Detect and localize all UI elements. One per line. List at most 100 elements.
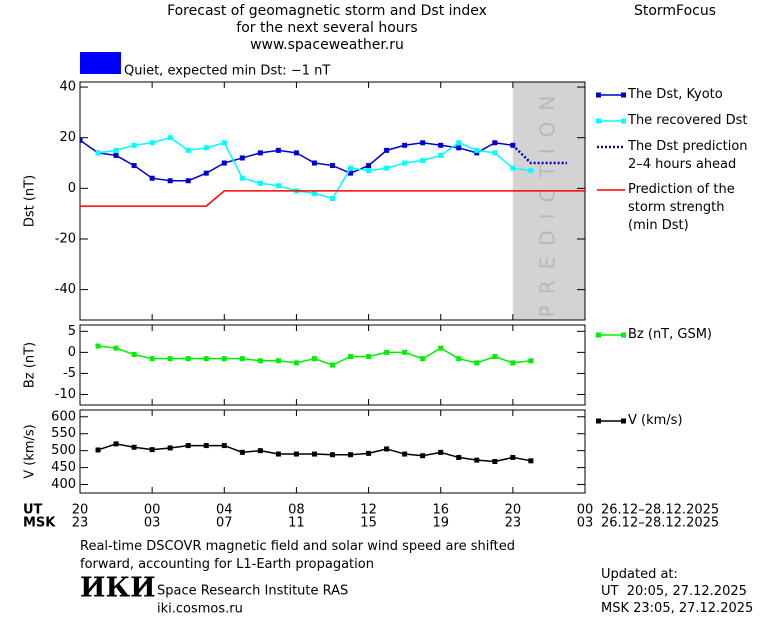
msk-label: MSK	[23, 516, 56, 531]
prediction-label: PREDICTION	[535, 85, 559, 318]
data-point	[293, 360, 299, 366]
data-point	[456, 145, 462, 151]
data-point	[149, 140, 155, 146]
data-point	[185, 356, 191, 362]
series-line	[80, 139, 513, 182]
data-point	[239, 449, 245, 455]
data-point	[167, 135, 173, 141]
data-point	[293, 150, 299, 156]
date-range: 26.12–28.12.2025	[601, 516, 719, 531]
data-point	[438, 345, 444, 351]
data-point	[384, 446, 390, 452]
legend-marker	[596, 118, 601, 124]
x-tick-label-ut: 00	[144, 503, 161, 518]
data-point	[348, 354, 354, 360]
data-point	[311, 356, 317, 362]
data-point	[131, 163, 137, 169]
data-point	[456, 454, 462, 460]
data-point	[221, 160, 227, 166]
data-point	[330, 452, 335, 458]
updated-ut: UT 20:05, 27.12.2025	[601, 584, 747, 599]
title-line: www.spaceweather.ru	[250, 37, 404, 53]
y-tick-label: 500	[51, 443, 76, 458]
y-tick-label: -10	[55, 387, 76, 402]
data-point	[275, 451, 281, 457]
data-point	[221, 443, 227, 449]
data-point	[95, 343, 101, 349]
series-group	[80, 135, 585, 207]
data-point	[113, 152, 119, 158]
prediction-zone	[512, 82, 585, 320]
data-point	[384, 165, 390, 171]
ut-label: UT	[23, 503, 43, 518]
data-point	[185, 178, 191, 184]
data-point	[167, 178, 173, 184]
x-tick-label-ut: 04	[216, 503, 233, 518]
y-tick-label: 5	[68, 324, 76, 339]
x-tick-label-msk: 23	[505, 516, 522, 531]
data-point	[311, 190, 317, 196]
data-point	[384, 147, 390, 153]
y-tick-label: 0	[68, 345, 76, 360]
updated-label: Updated at:	[601, 567, 678, 582]
data-point	[113, 441, 119, 447]
data-point	[492, 140, 498, 146]
data-point	[293, 451, 299, 457]
y-tick-label: -20	[55, 231, 76, 246]
y-tick-label: 400	[51, 477, 76, 492]
data-point	[420, 356, 426, 362]
data-point	[203, 145, 209, 151]
series-line	[97, 136, 531, 200]
legend-marker	[621, 332, 626, 338]
data-point	[330, 163, 335, 169]
legend-label: V (km/s)	[628, 413, 683, 428]
series-group	[95, 343, 534, 368]
y-axis-label: Dst (nT)	[23, 175, 38, 227]
data-point	[257, 150, 263, 156]
data-point	[185, 147, 191, 153]
x-tick-label-ut: 08	[288, 503, 305, 518]
data-point	[239, 155, 245, 161]
legend-label: The Dst, Kyoto	[628, 87, 723, 102]
data-point	[113, 147, 119, 153]
data-point	[492, 150, 498, 156]
data-point	[348, 170, 354, 176]
data-point	[167, 445, 173, 451]
data-point	[149, 175, 155, 181]
data-point	[203, 443, 209, 449]
data-point	[275, 183, 281, 189]
x-tick-label-ut: 20	[505, 503, 522, 518]
footnote: Real-time DSCOVR magnetic field and sola…	[80, 539, 516, 572]
data-point	[239, 356, 245, 362]
data-point	[438, 152, 444, 158]
data-point	[366, 163, 372, 169]
x-tick-label-msk: 03	[144, 516, 161, 531]
data-point	[95, 150, 101, 156]
site: iki.cosmos.ru	[157, 602, 243, 617]
data-point	[474, 147, 480, 153]
x-tick-label-ut: 20	[72, 503, 89, 518]
data-point	[528, 358, 534, 364]
legend-marker	[596, 418, 601, 424]
data-point	[420, 453, 426, 459]
data-point	[131, 351, 137, 357]
legend-marker	[596, 332, 601, 338]
data-point	[221, 356, 227, 362]
x-tick-label-msk: 11	[288, 516, 305, 531]
x-tick-label-ut: 12	[360, 503, 377, 518]
data-point	[348, 165, 354, 171]
brand: StormFocus	[634, 3, 716, 19]
data-point	[221, 140, 227, 146]
x-tick-label-msk: 15	[360, 516, 377, 531]
data-point	[474, 360, 480, 366]
y-tick-label: 550	[51, 426, 76, 441]
series-group	[95, 441, 534, 464]
data-point	[366, 450, 372, 456]
series-line	[80, 190, 585, 207]
data-point	[113, 345, 119, 351]
data-point	[528, 458, 534, 464]
data-point	[239, 175, 245, 181]
data-point	[384, 349, 390, 355]
